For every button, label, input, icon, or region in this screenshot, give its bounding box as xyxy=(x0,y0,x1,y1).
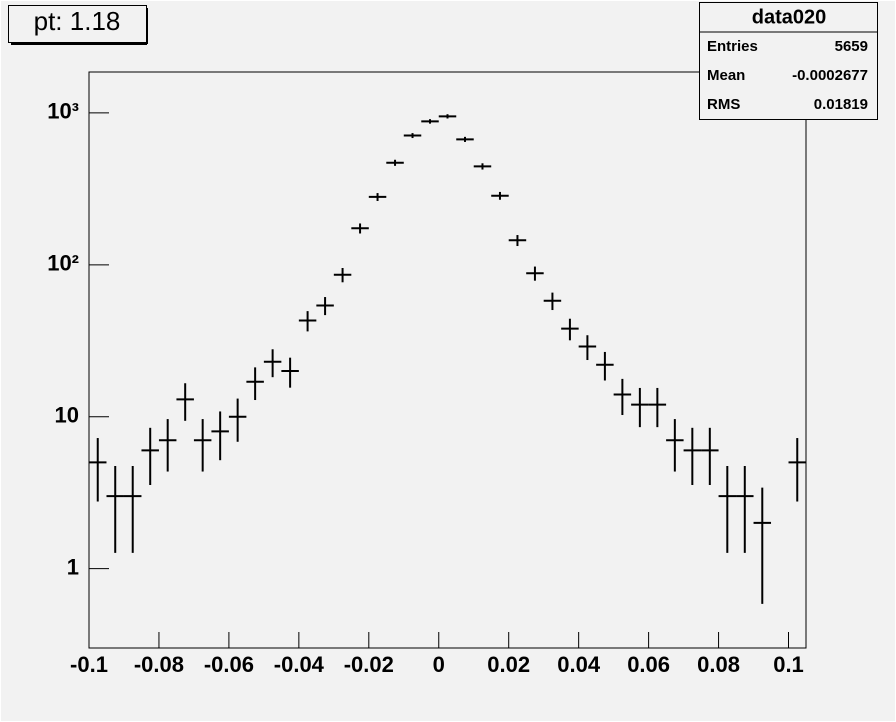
data-point xyxy=(193,419,212,472)
data-point xyxy=(386,159,404,166)
x-tick-label: -0.02 xyxy=(344,652,394,677)
data-point xyxy=(753,487,772,604)
x-tick-label: 0.06 xyxy=(627,652,670,677)
data-point xyxy=(176,383,194,421)
data-point xyxy=(683,427,702,486)
x-tick-label: -0.1 xyxy=(70,652,108,677)
data-point xyxy=(526,266,544,281)
data-point xyxy=(158,419,177,472)
data-point xyxy=(333,268,352,283)
x-tick-label: -0.08 xyxy=(134,652,184,677)
data-point xyxy=(596,351,614,381)
data-point xyxy=(403,133,422,139)
stats-box xyxy=(699,2,878,120)
data-point xyxy=(141,427,159,486)
stat-value: 0.01819 xyxy=(814,96,868,113)
data-point xyxy=(718,466,737,553)
stat-label: RMS xyxy=(707,96,740,113)
data-point xyxy=(211,411,229,461)
data-point xyxy=(368,193,387,201)
data-point xyxy=(491,191,509,200)
data-point xyxy=(508,235,527,247)
x-tick-label: -0.06 xyxy=(204,652,254,677)
y-tick-label: 10² xyxy=(47,251,79,276)
y-tick-label: 1 xyxy=(67,554,79,579)
data-point xyxy=(543,292,562,311)
data-point xyxy=(298,311,317,332)
x-tick-label: -0.04 xyxy=(274,652,325,677)
data-point xyxy=(351,223,369,234)
frame xyxy=(88,71,807,649)
data-point xyxy=(246,367,264,401)
data-point xyxy=(736,466,754,553)
data-point xyxy=(456,136,474,142)
data-point xyxy=(473,163,492,170)
y-tick-label: 10 xyxy=(55,403,79,428)
x-tick-label: 0 xyxy=(433,652,445,677)
data-point xyxy=(106,466,124,553)
stat-label: Mean xyxy=(707,67,745,84)
data-point xyxy=(228,398,247,442)
stat-value: 5659 xyxy=(835,38,868,55)
data-point xyxy=(316,297,334,316)
stat-label: Entries xyxy=(707,38,758,55)
data-point xyxy=(123,466,142,553)
data-point xyxy=(578,335,597,361)
data-point xyxy=(613,378,632,416)
x-tick-label: 0.1 xyxy=(773,652,804,677)
x-tick-label: 0.02 xyxy=(487,652,530,677)
stats-title: data020 xyxy=(752,6,827,28)
stat-value: -0.0002677 xyxy=(792,67,868,84)
data-point xyxy=(281,357,299,388)
chart-title: pt: 1.18 xyxy=(34,6,121,36)
x-tick-label: 0.04 xyxy=(557,652,601,677)
y-tick-label: 10³ xyxy=(47,99,79,124)
data-point xyxy=(701,427,719,486)
data-point xyxy=(631,387,649,428)
data-point xyxy=(666,419,684,472)
data-point xyxy=(421,119,439,124)
data-point xyxy=(438,114,457,119)
data-point xyxy=(263,349,282,378)
data-point xyxy=(788,438,806,502)
data-point xyxy=(561,318,579,341)
data-point xyxy=(89,438,107,502)
x-tick-label: 0.08 xyxy=(697,652,740,677)
title-box xyxy=(8,5,147,43)
data-point xyxy=(648,387,667,428)
